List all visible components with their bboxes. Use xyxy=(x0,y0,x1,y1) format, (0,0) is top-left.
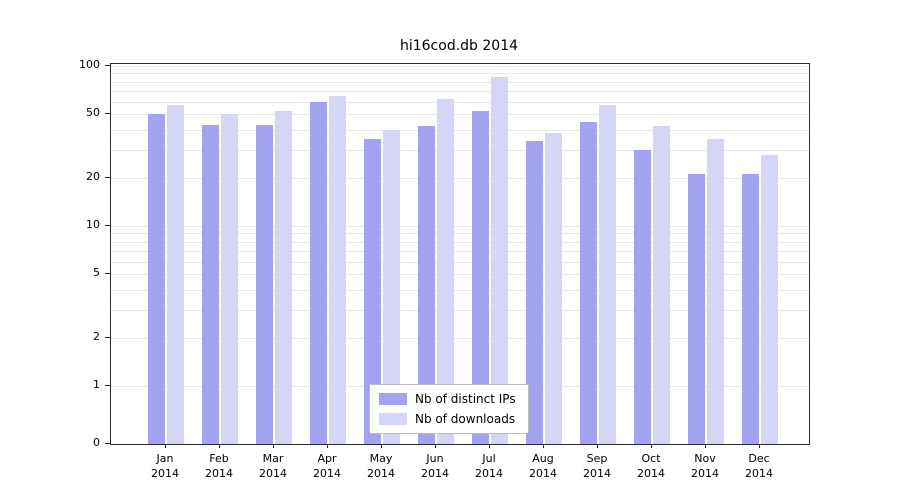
x-tick-label: Apr 2014 xyxy=(313,452,341,480)
x-tick-label: Feb 2014 xyxy=(205,452,233,480)
x-tick-mark xyxy=(165,444,166,448)
gridline xyxy=(111,90,809,92)
bar-downloads xyxy=(383,129,400,444)
x-tick-mark xyxy=(273,444,274,448)
y-tick-mark xyxy=(105,273,110,275)
gridline xyxy=(111,250,809,252)
y-tick-mark xyxy=(105,385,110,386)
bar-distinct-ips xyxy=(526,141,543,444)
x-tick-label: May 2014 xyxy=(367,452,395,480)
bar-downloads xyxy=(707,138,724,444)
gridline xyxy=(111,149,809,151)
bar-downloads xyxy=(167,105,184,444)
bar-distinct-ips xyxy=(634,149,651,444)
y-tick-mark xyxy=(105,443,110,444)
bar-distinct-ips xyxy=(364,138,381,444)
y-tick-mark xyxy=(105,225,110,226)
legend-swatch-distinct-ips xyxy=(379,393,407,405)
x-tick-label: Dec 2014 xyxy=(745,452,773,480)
gridline xyxy=(111,226,809,227)
x-tick-mark xyxy=(651,444,652,448)
bar-downloads xyxy=(761,154,778,444)
bar-distinct-ips xyxy=(742,174,759,444)
chart-title: hi16cod.db 2014 xyxy=(399,38,519,54)
x-tick-label: Jun 2014 xyxy=(421,452,449,480)
legend-entry-downloads: Nb of downloads xyxy=(379,412,516,426)
bar-distinct-ips xyxy=(580,121,597,444)
gridline xyxy=(111,129,809,131)
bar-distinct-ips xyxy=(472,111,489,444)
gridlines-layer xyxy=(111,64,809,444)
bar-downloads xyxy=(653,126,670,444)
y-tick-label: 1 xyxy=(93,378,100,391)
x-tick-label: Jul 2014 xyxy=(475,452,503,480)
x-tick-mark xyxy=(435,444,436,448)
x-tick-mark xyxy=(327,444,328,448)
bar-distinct-ips xyxy=(202,124,219,444)
x-tick-label: Nov 2014 xyxy=(691,452,719,480)
gridline xyxy=(111,114,809,116)
bar-downloads xyxy=(329,95,346,444)
y-tick-label: 20 xyxy=(86,169,100,183)
gridline xyxy=(111,66,809,67)
gridline xyxy=(111,81,809,83)
gridline xyxy=(111,73,809,75)
legend-label-distinct-ips: Nb of distinct IPs xyxy=(415,392,516,406)
x-tick-mark xyxy=(543,444,544,448)
plot-area: Nb of distinct IPs Nb of downloads xyxy=(110,63,810,445)
y-tick-label: 5 xyxy=(93,266,100,280)
gridline xyxy=(111,337,809,339)
gridline xyxy=(111,241,809,243)
bar-downloads xyxy=(275,111,292,444)
x-tick-label: Mar 2014 xyxy=(259,452,287,480)
x-tick-label: Aug 2014 xyxy=(529,452,557,480)
x-tick-mark xyxy=(705,444,706,448)
y-tick-mark xyxy=(105,65,110,66)
bar-downloads xyxy=(599,105,616,444)
gridline xyxy=(111,289,809,291)
y-tick-mark xyxy=(105,336,110,338)
bar-distinct-ips xyxy=(418,126,435,444)
y-tick-label: 100 xyxy=(79,58,100,71)
y-tick-mark xyxy=(105,176,110,178)
y-tick-label: 50 xyxy=(86,106,100,120)
gridline xyxy=(111,274,809,276)
bar-downloads xyxy=(437,99,454,444)
y-tick-label: 2 xyxy=(93,329,100,343)
gridline xyxy=(111,233,809,235)
gridline xyxy=(111,177,809,179)
gridline xyxy=(111,309,809,311)
y-tick-mark xyxy=(105,113,110,115)
bar-downloads xyxy=(545,133,562,444)
bar-downloads xyxy=(221,114,238,444)
bar-distinct-ips xyxy=(688,174,705,444)
x-tick-mark xyxy=(381,444,382,448)
legend-entry-distinct-ips: Nb of distinct IPs xyxy=(379,392,516,406)
bar-distinct-ips xyxy=(310,101,327,444)
bar-downloads xyxy=(491,77,508,444)
gridline xyxy=(111,101,809,103)
x-tick-mark xyxy=(219,444,220,448)
legend: Nb of distinct IPs Nb of downloads xyxy=(369,384,529,434)
x-tick-mark xyxy=(759,444,760,448)
bar-distinct-ips xyxy=(148,114,165,444)
x-tick-mark xyxy=(597,444,598,448)
x-tick-label: Sep 2014 xyxy=(583,452,611,480)
x-tick-label: Oct 2014 xyxy=(637,452,665,480)
legend-label-downloads: Nb of downloads xyxy=(415,412,516,426)
gridline xyxy=(111,261,809,263)
y-tick-label: 0 xyxy=(93,436,100,449)
bar-distinct-ips xyxy=(256,124,273,444)
x-tick-mark xyxy=(489,444,490,448)
x-tick-label: Jan 2014 xyxy=(151,452,179,480)
y-tick-label: 10 xyxy=(86,218,100,231)
bars-layer xyxy=(111,64,809,444)
legend-swatch-downloads xyxy=(379,413,407,425)
